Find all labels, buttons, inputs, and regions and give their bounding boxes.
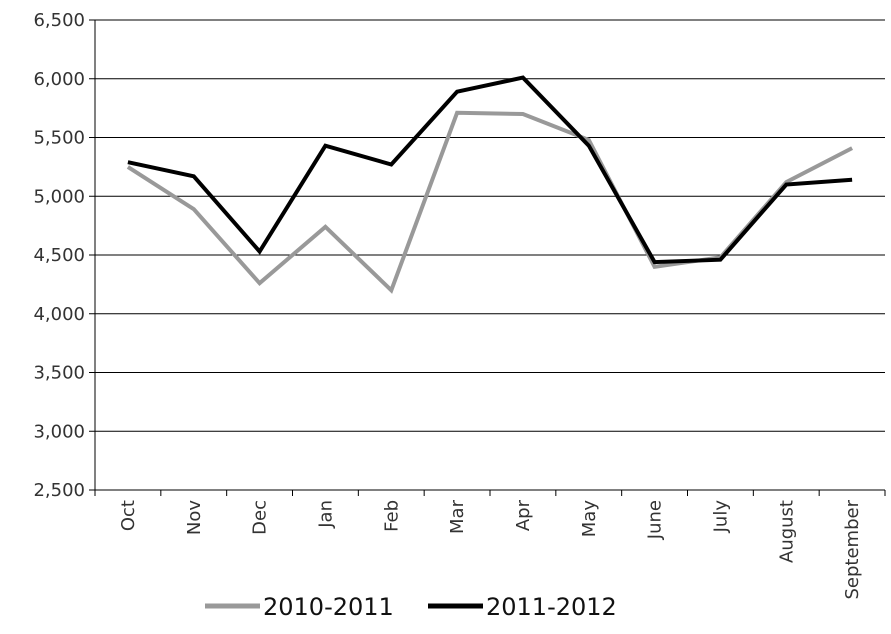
x-tick-label: Mar — [447, 499, 468, 534]
x-tick-label: Oct — [118, 500, 139, 531]
legend-label: 2011-2012 — [486, 593, 617, 621]
x-tick-label: Apr — [513, 499, 534, 531]
series-lines — [126, 75, 854, 294]
x-tick-label: August — [776, 500, 797, 563]
x-tick-label: Nov — [184, 500, 205, 535]
y-tick-label: 5,000 — [33, 186, 85, 207]
series-line — [126, 110, 854, 294]
gridlines — [95, 19, 885, 432]
legend-label: 2010-2011 — [263, 593, 394, 621]
y-tick-label: 4,000 — [33, 304, 85, 325]
x-axis-ticks: Oct Nov Dec Jan Feb Mar Apr May June July August Se… — [118, 499, 863, 599]
x-tick-label: Feb — [381, 500, 402, 532]
y-tick-label: 6,000 — [33, 69, 85, 90]
x-tick-label: September — [842, 499, 863, 599]
y-tick-label: 5,500 — [33, 128, 85, 149]
y-axis-ticks: 2,500 3,000 3,500 4,000 4,500 5,000 5,500 6,000… — [33, 10, 85, 501]
y-tick-label: 4,500 — [33, 245, 85, 266]
legend: 2010-2011 2011-2012 — [205, 593, 617, 621]
x-tick-label: Dec — [250, 500, 271, 535]
series-line — [127, 75, 853, 265]
x-tick-label: July — [710, 500, 731, 534]
x-tick-label: Jan — [315, 500, 336, 529]
axes — [89, 19, 886, 496]
y-tick-label: 6,500 — [33, 10, 85, 31]
x-tick-label: May — [579, 500, 600, 538]
y-tick-label: 3,000 — [33, 421, 85, 442]
y-tick-label: 3,500 — [33, 363, 85, 384]
x-tick-label: June — [645, 500, 666, 540]
y-tick-label: 2,500 — [33, 480, 85, 501]
